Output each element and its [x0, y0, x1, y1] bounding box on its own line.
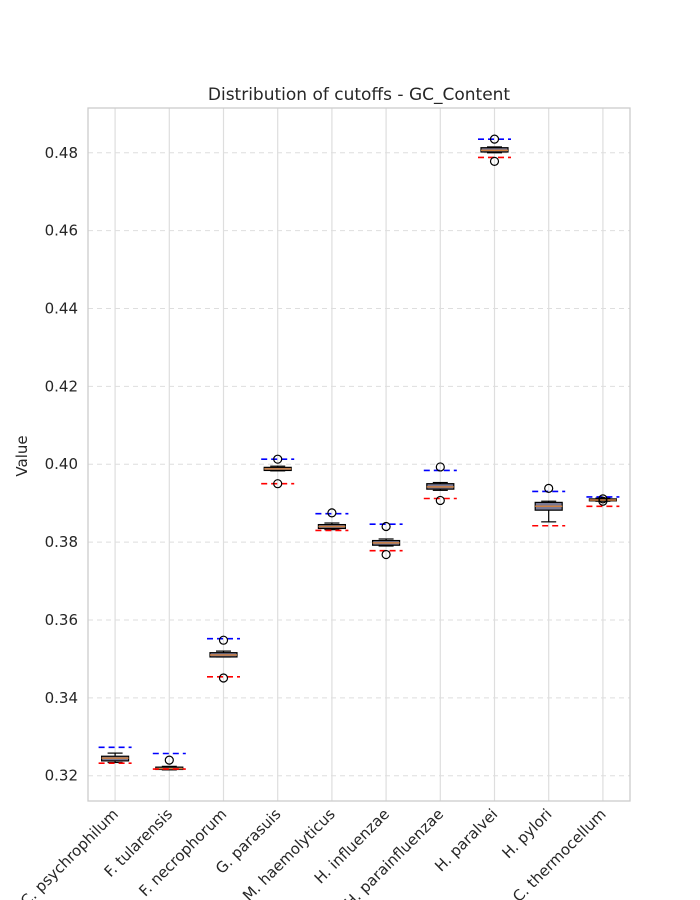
box-outlier-point — [381, 521, 391, 532]
y-axis-label: Value — [13, 435, 31, 476]
box-outlier-point — [598, 496, 608, 506]
y-tick-label: 0.38 — [45, 533, 78, 551]
box-outlier-point — [489, 156, 500, 166]
box-outlier-point — [164, 755, 174, 765]
y-tick-label: 0.34 — [45, 689, 78, 707]
axes-frame — [87, 107, 631, 802]
y-tick-label: 0.32 — [45, 767, 78, 785]
y-tick-label: 0.44 — [45, 300, 78, 318]
box-outlier-point — [544, 483, 554, 493]
box-outlier-point — [489, 134, 500, 144]
box-outlier-point — [273, 454, 283, 464]
y-tick-label: 0.40 — [45, 455, 78, 473]
y-tick-label: 0.36 — [45, 611, 78, 629]
box-outlier-point — [435, 462, 445, 472]
plot-background — [88, 108, 630, 801]
box-outlier-point — [435, 495, 445, 506]
box-outlier-point — [327, 508, 337, 518]
box-outlier-point — [218, 673, 229, 683]
y-tick-label: 0.42 — [45, 377, 78, 395]
box-outlier-point — [598, 494, 608, 504]
box-outlier-point — [218, 635, 229, 645]
box-outlier-point — [381, 549, 391, 560]
chart-title: Distribution of cutoffs - GC_Content — [208, 85, 511, 105]
y-tick-label: 0.46 — [45, 222, 78, 240]
plot-area: 0.320.340.360.380.400.420.440.460.48C. p… — [17, 107, 631, 900]
box-outlier-point — [273, 479, 283, 489]
y-tick-label: 0.48 — [45, 144, 78, 162]
